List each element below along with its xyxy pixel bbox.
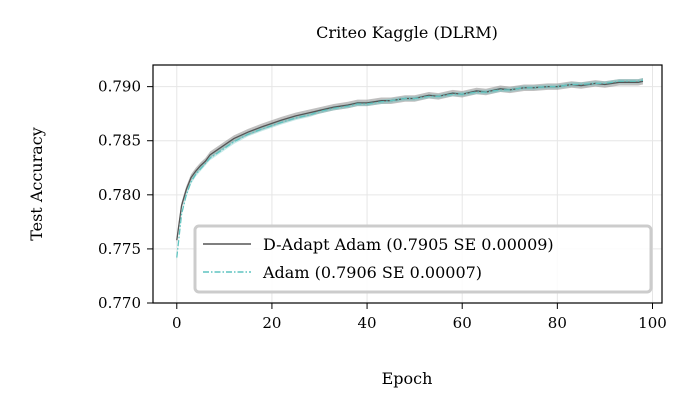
y-tick-label: 0.790 (98, 78, 141, 96)
y-axis-ticks: 0.770 0.775 0.780 0.785 0.790 (98, 78, 153, 312)
legend-label-dadapt: D-Adapt Adam (0.7905 SE 0.00009) (263, 235, 554, 254)
x-tick-label: 60 (453, 314, 472, 332)
legend-box (193, 224, 653, 294)
x-axis-label: Epoch (382, 369, 433, 388)
x-tick-label: 20 (262, 314, 281, 332)
x-tick-label: 80 (548, 314, 567, 332)
y-tick-label: 0.780 (98, 186, 141, 204)
chart-title: Criteo Kaggle (DLRM) (316, 23, 498, 42)
x-axis-ticks: 0 20 40 60 80 100 (172, 303, 667, 332)
legend: D-Adapt Adam (0.7905 SE 0.00009) Adam (0… (193, 224, 653, 294)
y-tick-label: 0.775 (98, 240, 141, 258)
series-line-0 (176, 80, 644, 241)
y-tick-label: 0.785 (98, 132, 141, 150)
confidence-band-0 (176, 77, 643, 244)
x-tick-label: 0 (172, 314, 182, 332)
x-tick-label: 100 (638, 314, 667, 332)
y-axis-label: Test Accuracy (27, 127, 46, 241)
series-lines (176, 79, 644, 258)
series-line-1 (176, 79, 644, 258)
x-tick-label: 40 (358, 314, 377, 332)
plot-frame (152, 64, 663, 304)
legend-label-adam: Adam (0.7906 SE 0.00007) (262, 263, 482, 282)
y-tick-label: 0.770 (98, 294, 141, 312)
